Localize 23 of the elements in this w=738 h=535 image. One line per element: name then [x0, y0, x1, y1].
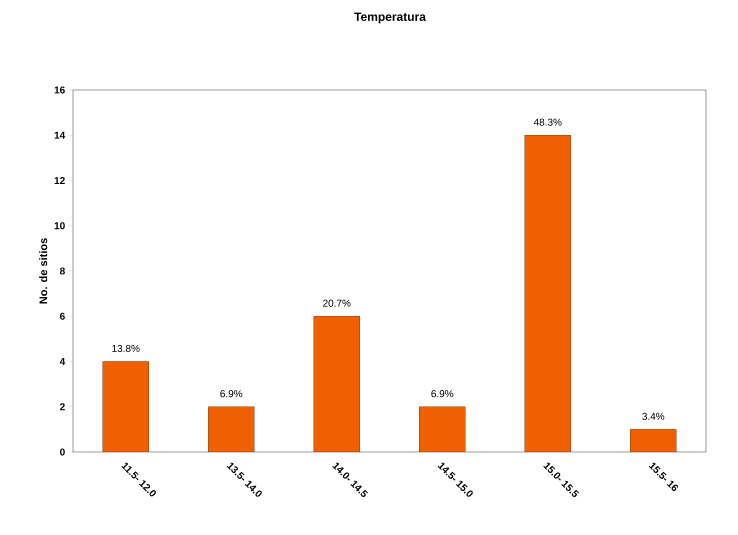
annotation: 6.9%: [220, 390, 242, 398]
bar: [419, 406, 466, 452]
annotation: 20.7%: [323, 300, 351, 307]
bar: [102, 361, 149, 452]
y-tick-label: 6: [60, 312, 65, 320]
bar: [524, 135, 571, 452]
y-tick-label: 8: [60, 267, 65, 275]
y-tick-label: 16: [54, 86, 65, 94]
annotation: 48.3%: [534, 118, 562, 126]
y-tick-label: 4: [60, 358, 66, 365]
y-axis-title: No. de sitios: [39, 238, 48, 304]
bar: [314, 316, 360, 452]
y-tick-label: 14: [54, 132, 66, 139]
bar: [630, 429, 676, 452]
chart-title: Temperatura: [354, 12, 426, 24]
y-tick-label: 2: [60, 403, 65, 410]
annotation: 6.9%: [431, 390, 454, 398]
y-tick-label: 0: [60, 448, 65, 456]
bar: [208, 406, 254, 452]
y-tick-label: 10: [54, 222, 65, 230]
y-tick-label: 12: [54, 177, 65, 184]
annotation: 3.4%: [642, 412, 664, 420]
annotation: 13.8%: [112, 344, 140, 352]
